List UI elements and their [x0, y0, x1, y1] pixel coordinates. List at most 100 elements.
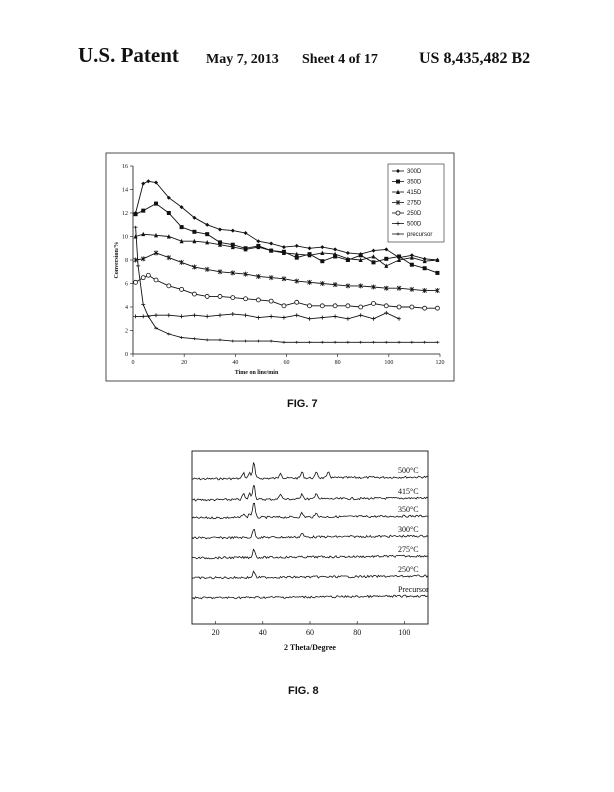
- data-point: [371, 316, 376, 321]
- xrd-trace-label: 300°C: [398, 525, 419, 534]
- data-point: [294, 278, 300, 284]
- fig7-y-tick-label: 4: [125, 305, 128, 311]
- data-point: [217, 269, 223, 275]
- data-point: [307, 303, 312, 309]
- patent-number: US 8,435,482 B2: [419, 50, 531, 67]
- data-point: [345, 303, 351, 309]
- sheet-number: Sheet 4 of 17: [302, 52, 378, 67]
- data-point: [422, 288, 427, 294]
- fig8-x-tick-label: 60: [306, 628, 314, 637]
- fig8-trace-4: 275°C: [191, 545, 429, 560]
- data-point: [294, 243, 299, 248]
- xrd-trace-line: [191, 548, 429, 560]
- data-point: [269, 248, 274, 253]
- data-point: [204, 266, 210, 272]
- data-point: [294, 255, 299, 260]
- data-point: [166, 313, 171, 318]
- fig7-x-tick-label: 20: [181, 360, 187, 366]
- data-point: [345, 340, 350, 344]
- data-point: [192, 337, 197, 341]
- fig7-frame: [105, 152, 455, 382]
- data-point: [153, 250, 159, 256]
- data-point: [154, 180, 159, 185]
- fig7-x-tick-label: 100: [384, 360, 393, 366]
- series-line: [135, 252, 438, 292]
- data-point: [435, 305, 440, 311]
- data-point: [141, 314, 146, 319]
- data-point: [243, 247, 248, 252]
- data-point: [230, 244, 235, 250]
- legend-label: 350D: [407, 180, 422, 186]
- data-point: [307, 246, 312, 251]
- data-point: [396, 304, 402, 310]
- data-point: [133, 212, 138, 217]
- fig7-y-axis-title: Conversion/%: [114, 241, 120, 278]
- xrd-trace-label: Precursor: [398, 585, 429, 594]
- data-point: [192, 229, 197, 234]
- fig7-y-tick-label: 6: [125, 282, 128, 288]
- legend-label: 500D: [407, 222, 422, 228]
- fig7-x-tick-label: 60: [284, 360, 290, 366]
- fig7-x-axis-title: Time on line/min: [235, 370, 279, 376]
- data-point: [383, 303, 389, 309]
- data-point: [396, 285, 402, 291]
- data-point: [179, 336, 184, 339]
- data-point: [294, 251, 299, 257]
- data-point: [141, 231, 146, 237]
- fig7-y-tick-label: 8: [125, 258, 128, 264]
- data-point: [146, 179, 151, 184]
- data-point: [320, 250, 325, 255]
- data-point: [268, 298, 274, 304]
- data-point: [154, 201, 159, 206]
- data-point: [281, 245, 286, 250]
- data-point: [384, 256, 389, 261]
- data-point: [179, 259, 184, 265]
- data-point: [358, 340, 363, 344]
- data-point: [281, 250, 286, 255]
- data-point: [281, 303, 287, 309]
- data-point: [281, 340, 286, 344]
- data-point: [256, 244, 261, 250]
- data-point: [422, 266, 427, 271]
- data-point: [422, 305, 428, 311]
- data-point: [333, 251, 338, 257]
- fig8-trace-3: 300°C: [191, 525, 429, 540]
- data-point: [395, 200, 401, 205]
- data-point: [371, 248, 376, 253]
- fig8-caption: FIG. 8: [288, 685, 319, 697]
- legend-label: precursor: [407, 232, 432, 238]
- data-point: [230, 339, 235, 343]
- fig7-series-500d: [133, 310, 402, 321]
- data-point: [166, 332, 171, 336]
- series-line: [135, 274, 438, 309]
- legend-label: 275D: [407, 201, 422, 207]
- data-point: [320, 259, 325, 264]
- data-point: [133, 314, 138, 319]
- data-point: [396, 221, 400, 226]
- data-point: [333, 247, 338, 252]
- data-point: [435, 257, 440, 262]
- data-point: [358, 283, 363, 289]
- data-point: [345, 316, 350, 321]
- data-point: [140, 256, 146, 262]
- data-point: [397, 254, 402, 259]
- data-point: [294, 340, 299, 344]
- series-line: [135, 227, 438, 343]
- data-point: [409, 340, 414, 344]
- data-point: [320, 315, 325, 320]
- data-point: [133, 279, 138, 285]
- fig7-series-415d: [133, 231, 440, 268]
- data-point: [281, 315, 286, 320]
- data-point: [395, 210, 401, 216]
- data-point: [154, 232, 159, 238]
- data-point: [345, 256, 350, 261]
- data-point: [358, 304, 364, 310]
- fig7-legend: 300D 350D 415D 275D 250D 500D precursor: [387, 163, 445, 243]
- data-point: [136, 264, 141, 268]
- data-point: [332, 303, 338, 309]
- data-point: [371, 254, 376, 259]
- data-point: [384, 263, 389, 268]
- data-point: [166, 234, 171, 239]
- data-point: [146, 315, 151, 318]
- data-point: [371, 284, 376, 290]
